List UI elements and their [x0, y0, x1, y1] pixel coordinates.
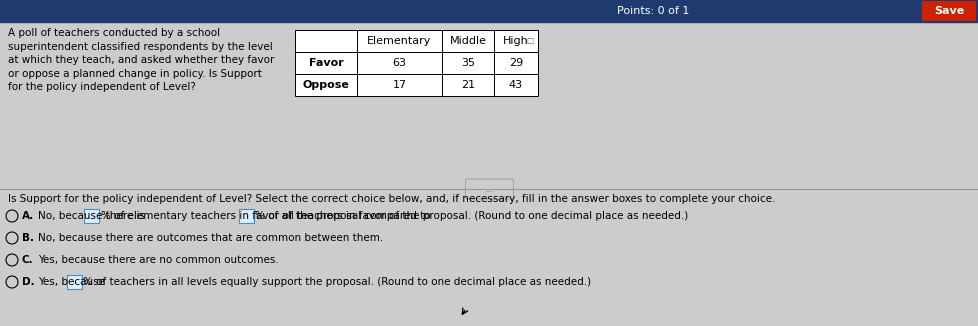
Text: % of teachers in all levels equally support the proposal. (Round to one decimal : % of teachers in all levels equally supp…: [83, 277, 591, 287]
FancyBboxPatch shape: [239, 209, 253, 223]
Bar: [294, 30, 538, 52]
Text: D.: D.: [22, 277, 34, 287]
Bar: [294, 74, 538, 96]
Text: ...: ...: [485, 185, 493, 194]
Text: Is Support for the policy independent of Level? Select the correct choice below,: Is Support for the policy independent of…: [8, 194, 775, 204]
Bar: [0, 0, 978, 22]
Text: Favor: Favor: [308, 58, 343, 68]
Text: Elementary: Elementary: [367, 36, 431, 46]
Text: 21: 21: [461, 80, 474, 90]
Text: 29: 29: [509, 58, 522, 68]
Text: Oppose: Oppose: [302, 80, 349, 90]
FancyBboxPatch shape: [67, 275, 81, 289]
FancyBboxPatch shape: [465, 179, 513, 199]
Text: 35: 35: [461, 58, 474, 68]
Text: □: □: [526, 37, 533, 46]
Text: 63: 63: [392, 58, 406, 68]
Text: 17: 17: [392, 80, 406, 90]
Text: Points: 0 of 1: Points: 0 of 1: [616, 6, 689, 16]
FancyBboxPatch shape: [84, 209, 100, 223]
Text: No, because there are outcomes that are common between them.: No, because there are outcomes that are …: [38, 233, 382, 243]
Text: A poll of teachers conducted by a school
superintendent classified respondents b: A poll of teachers conducted by a school…: [8, 28, 274, 92]
Text: No, because there is: No, because there is: [38, 211, 148, 221]
Text: Yes, because: Yes, because: [38, 277, 109, 287]
Text: B.: B.: [22, 233, 34, 243]
Text: A.: A.: [22, 211, 34, 221]
Text: Yes, because there are no common outcomes.: Yes, because there are no common outcome…: [38, 255, 279, 265]
Text: Middle: Middle: [449, 36, 486, 46]
Text: % of elementary teachers in favor of the proposal compared to: % of elementary teachers in favor of the…: [101, 211, 433, 221]
Text: 43: 43: [509, 80, 522, 90]
Text: Save: Save: [933, 6, 963, 16]
Bar: [294, 52, 538, 74]
FancyBboxPatch shape: [921, 1, 975, 21]
Text: C.: C.: [22, 255, 33, 265]
Text: High: High: [503, 36, 528, 46]
Text: % of all teachers in favor of the proposal. (Round to one decimal place as neede: % of all teachers in favor of the propos…: [255, 211, 688, 221]
